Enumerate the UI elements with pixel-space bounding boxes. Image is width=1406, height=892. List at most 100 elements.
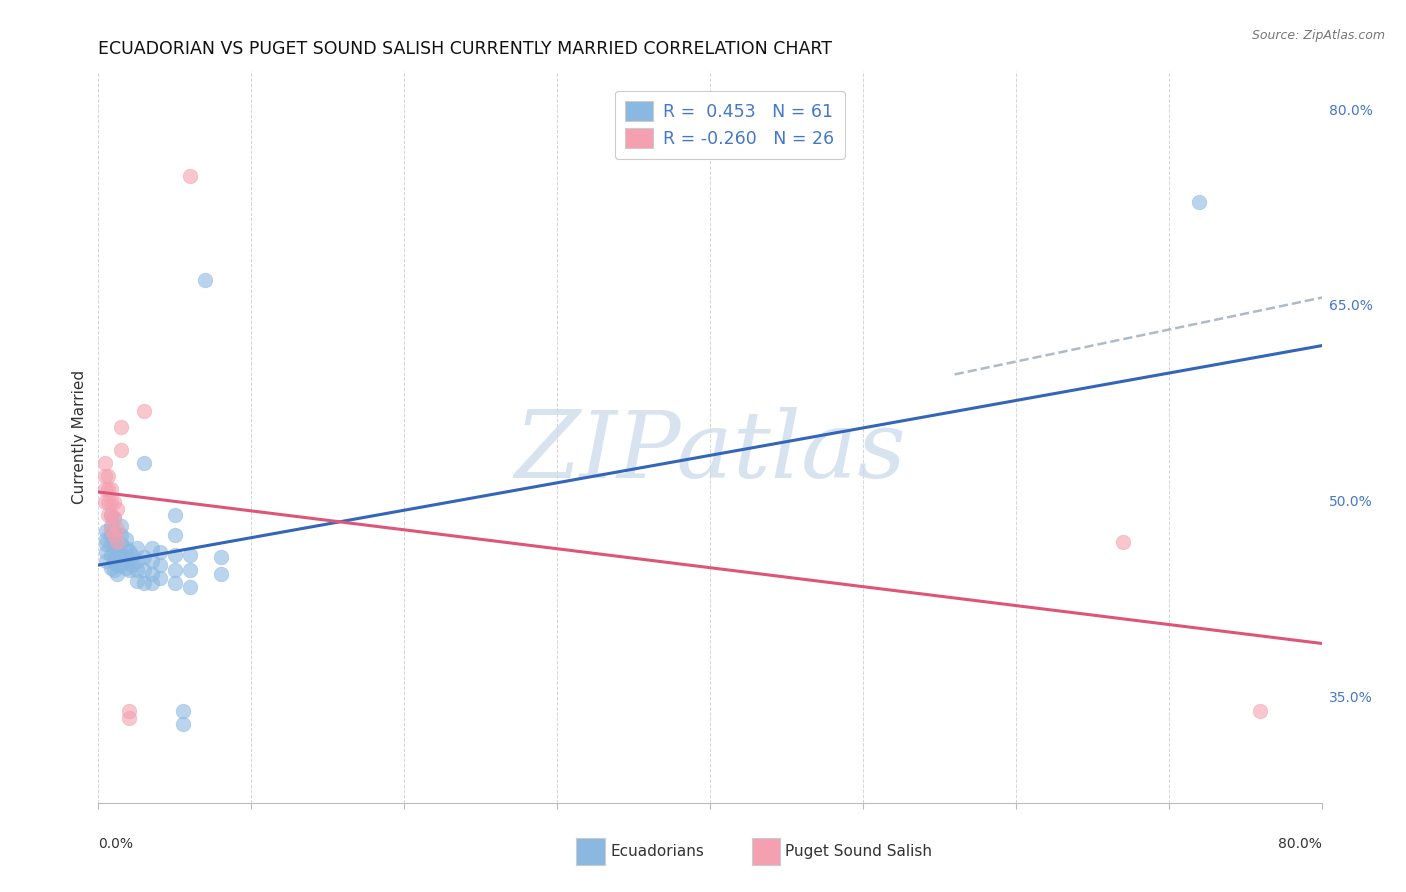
Point xyxy=(163,508,186,523)
Point xyxy=(1188,194,1211,209)
Point xyxy=(97,469,120,483)
Point xyxy=(110,443,132,458)
Point xyxy=(100,521,122,535)
Point xyxy=(100,495,122,509)
Point xyxy=(121,558,143,573)
Point xyxy=(121,548,143,562)
Point xyxy=(179,580,201,594)
Point xyxy=(125,541,148,555)
Point xyxy=(94,532,117,546)
Point xyxy=(1249,705,1271,719)
Point xyxy=(103,511,125,525)
Point xyxy=(149,558,172,573)
Point xyxy=(100,508,122,523)
Point xyxy=(134,563,156,577)
Point xyxy=(93,469,115,483)
Point xyxy=(149,571,172,585)
Point xyxy=(118,554,141,568)
Text: 50.0%: 50.0% xyxy=(1329,495,1372,509)
Point xyxy=(103,528,125,542)
Point xyxy=(97,495,120,509)
Point xyxy=(110,528,132,542)
Point xyxy=(100,560,122,574)
Point xyxy=(141,567,163,582)
Y-axis label: Currently Married: Currently Married xyxy=(72,370,87,504)
Text: Ecuadorians: Ecuadorians xyxy=(610,845,704,859)
Point xyxy=(118,543,141,558)
Point xyxy=(163,548,186,562)
Point xyxy=(94,537,117,551)
Point xyxy=(105,521,128,535)
Point xyxy=(94,554,117,568)
Text: Puget Sound Salish: Puget Sound Salish xyxy=(785,845,932,859)
Point xyxy=(115,541,138,555)
Point xyxy=(110,537,132,551)
Point xyxy=(105,541,128,555)
Point xyxy=(103,511,125,525)
Point xyxy=(110,548,132,562)
Point xyxy=(105,502,128,516)
Text: ZIPatlas: ZIPatlas xyxy=(515,407,905,497)
Point xyxy=(134,404,156,418)
Point xyxy=(93,483,115,497)
Text: 0.0%: 0.0% xyxy=(98,837,134,851)
Point xyxy=(103,495,125,509)
Point xyxy=(141,541,163,555)
Point xyxy=(93,456,115,470)
Point xyxy=(134,576,156,591)
Point xyxy=(100,528,122,542)
Point xyxy=(134,550,156,565)
Text: 80.0%: 80.0% xyxy=(1278,837,1322,851)
Legend: R =  0.453   N = 61, R = -0.260   N = 26: R = 0.453 N = 61, R = -0.260 N = 26 xyxy=(614,91,845,159)
Point xyxy=(118,705,141,719)
Point xyxy=(110,519,132,533)
Point xyxy=(100,508,122,523)
Point xyxy=(179,169,201,183)
Point xyxy=(163,528,186,542)
Point xyxy=(125,563,148,577)
Point xyxy=(194,273,217,287)
Point xyxy=(103,554,125,568)
Point xyxy=(125,554,148,568)
Point xyxy=(134,456,156,470)
Point xyxy=(125,574,148,588)
Text: 65.0%: 65.0% xyxy=(1329,300,1372,313)
Point xyxy=(97,508,120,523)
Point xyxy=(115,560,138,574)
Point xyxy=(105,550,128,565)
Point xyxy=(103,534,125,549)
Point xyxy=(115,550,138,565)
Point xyxy=(100,519,122,533)
Point xyxy=(105,558,128,573)
Point xyxy=(172,717,194,731)
Point xyxy=(118,711,141,725)
Point xyxy=(105,567,128,582)
Point xyxy=(149,545,172,559)
Point xyxy=(115,532,138,546)
Point xyxy=(209,567,232,582)
Point xyxy=(100,537,122,551)
Point xyxy=(103,563,125,577)
Point xyxy=(172,705,194,719)
Point xyxy=(163,576,186,591)
Point xyxy=(97,483,120,497)
Point xyxy=(179,563,201,577)
Point xyxy=(163,563,186,577)
Point xyxy=(179,548,201,562)
Point xyxy=(1112,534,1135,549)
Text: Source: ZipAtlas.com: Source: ZipAtlas.com xyxy=(1251,29,1385,42)
Point xyxy=(100,548,122,562)
Point xyxy=(103,545,125,559)
Text: ECUADORIAN VS PUGET SOUND SALISH CURRENTLY MARRIED CORRELATION CHART: ECUADORIAN VS PUGET SOUND SALISH CURRENT… xyxy=(98,40,832,58)
Point xyxy=(100,483,122,497)
Point xyxy=(94,545,117,559)
Point xyxy=(105,534,128,549)
Point xyxy=(141,554,163,568)
Point xyxy=(93,495,115,509)
Point xyxy=(110,419,132,434)
Point xyxy=(110,558,132,573)
Point xyxy=(103,524,125,538)
Point xyxy=(141,576,163,591)
Text: 35.0%: 35.0% xyxy=(1329,691,1372,706)
Text: 80.0%: 80.0% xyxy=(1329,103,1372,118)
